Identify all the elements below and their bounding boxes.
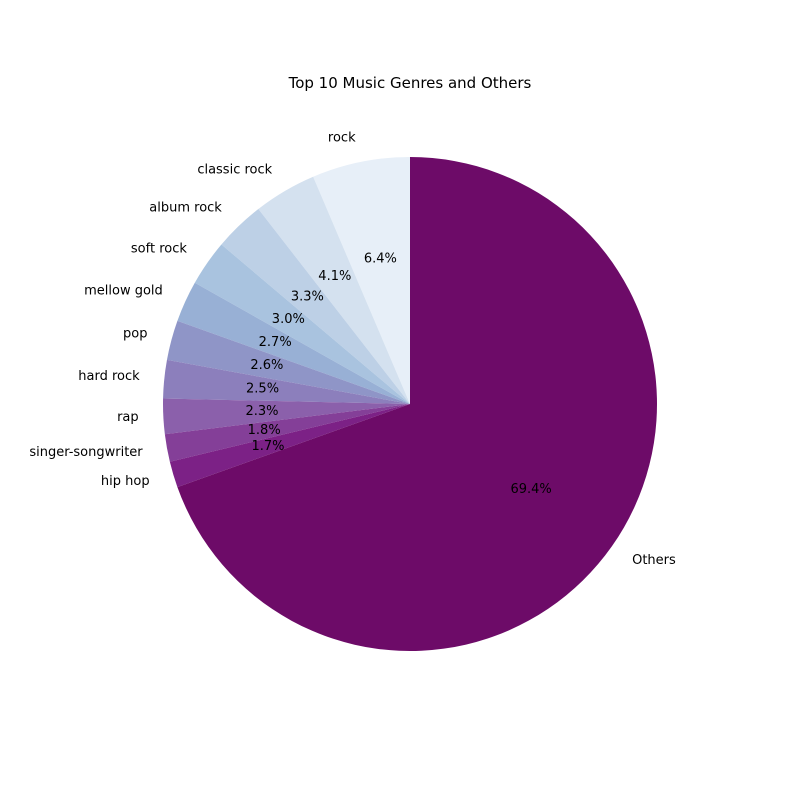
pie-slice-album-rock — [221, 209, 410, 404]
slice-percent-album-rock: 3.3% — [291, 290, 324, 305]
slice-label-rock: rock — [328, 130, 356, 145]
pie-slice-hard-rock — [163, 359, 410, 404]
slice-label-pop: pop — [123, 326, 147, 341]
pie-slice-soft-rock — [194, 244, 410, 404]
slice-label-soft-rock: soft rock — [131, 241, 187, 256]
slice-label-classic-rock: classic rock — [197, 162, 272, 177]
slice-label-rap: rap — [117, 410, 139, 425]
slice-label-album-rock: album rock — [149, 200, 222, 215]
pie-slice-mellow-gold — [177, 282, 410, 404]
pie-slice-pop — [166, 320, 410, 404]
pie-slice-singer-songwriter — [164, 404, 410, 462]
pie-slice-rock — [313, 157, 410, 404]
pie-labels: rock 6.4% classic rock 4.1% album rock 3.3% so… — [29, 130, 676, 568]
slice-percent-rap: 2.3% — [245, 404, 278, 419]
slice-label-others: Others — [632, 553, 676, 568]
slice-percent-mellow-gold: 2.7% — [259, 335, 292, 350]
pie-slice-hip-hop — [169, 404, 410, 488]
pie-slices — [163, 157, 658, 651]
slice-label-singer-songwriter: singer-songwriter — [29, 445, 143, 460]
slice-label-hard-rock: hard rock — [78, 369, 140, 384]
slice-percent-rock: 6.4% — [364, 251, 397, 266]
slice-percent-others: 69.4% — [510, 482, 551, 497]
slice-percent-hip-hop: 1.7% — [251, 439, 284, 454]
slice-percent-singer-songwriter: 1.8% — [248, 423, 281, 438]
slice-percent-soft-rock: 3.0% — [272, 312, 305, 327]
chart-title: Top 10 Music Genres and Others — [288, 74, 532, 92]
slice-percent-hard-rock: 2.5% — [246, 382, 279, 397]
slice-percent-pop: 2.6% — [250, 358, 283, 373]
slice-label-hip-hop: hip hop — [101, 474, 150, 489]
pie-slice-classic-rock — [258, 176, 410, 404]
slice-percent-classic-rock: 4.1% — [318, 269, 351, 284]
pie-slice-others — [177, 157, 658, 651]
pie-slice-rap — [163, 398, 410, 435]
slice-label-mellow-gold: mellow gold — [84, 284, 163, 299]
